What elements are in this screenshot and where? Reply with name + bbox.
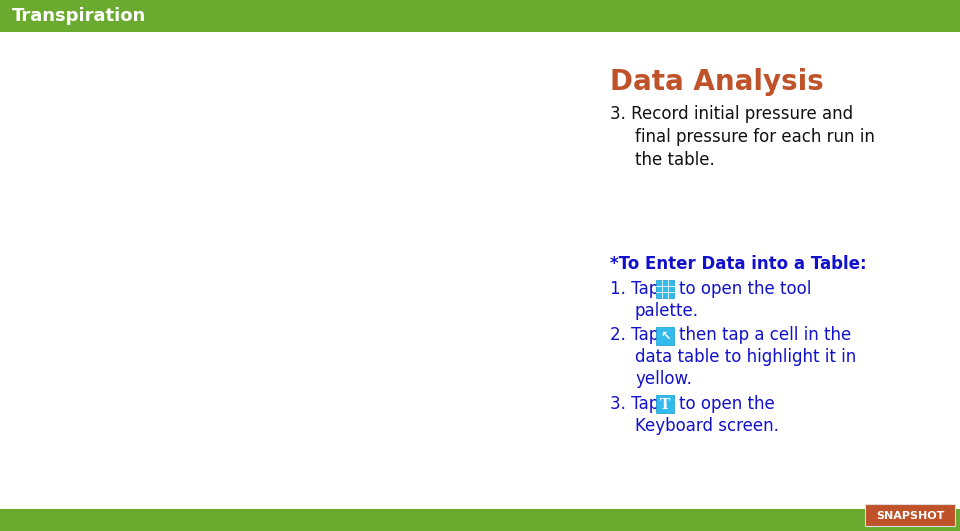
Text: final pressure for each run in: final pressure for each run in xyxy=(635,128,875,146)
Text: to open the: to open the xyxy=(679,395,775,413)
Bar xyxy=(0,509,960,531)
Text: to open the tool: to open the tool xyxy=(679,280,811,298)
Text: Keyboard screen.: Keyboard screen. xyxy=(635,417,779,435)
Text: Transpiration: Transpiration xyxy=(12,7,146,25)
Text: the table.: the table. xyxy=(635,151,715,169)
Text: 1. Tap: 1. Tap xyxy=(610,280,660,298)
Text: yellow.: yellow. xyxy=(635,371,692,389)
Bar xyxy=(656,327,674,345)
Bar xyxy=(0,0,960,32)
Text: ↖: ↖ xyxy=(660,330,670,343)
Text: 3. Tap: 3. Tap xyxy=(610,395,660,413)
Bar xyxy=(656,395,674,413)
Text: Data Analysis: Data Analysis xyxy=(610,68,824,96)
Text: T: T xyxy=(660,398,670,412)
Text: *To Enter Data into a Table:: *To Enter Data into a Table: xyxy=(610,255,867,273)
Text: data table to highlight it in: data table to highlight it in xyxy=(635,348,856,366)
Text: 2. Tap: 2. Tap xyxy=(610,327,660,345)
Text: SNAPSHOT: SNAPSHOT xyxy=(876,511,945,521)
Text: palette.: palette. xyxy=(635,302,699,320)
Bar xyxy=(656,280,674,298)
Text: then tap a cell in the: then tap a cell in the xyxy=(679,327,852,345)
Bar xyxy=(865,504,955,526)
Text: 3. Record initial pressure and: 3. Record initial pressure and xyxy=(610,105,853,123)
